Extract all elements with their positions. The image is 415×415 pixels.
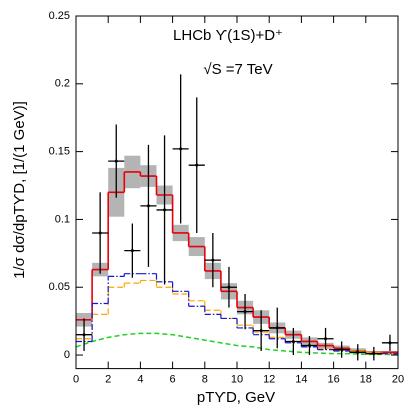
data-point: [179, 147, 183, 151]
data-point: [372, 352, 376, 356]
data-point: [340, 348, 344, 352]
x-tick-label: 8: [202, 374, 208, 386]
x-tick-label: 14: [295, 374, 307, 386]
y-axis-label: 1/σ dσ/dpTϒD, [1/(1 GeV)]: [11, 101, 28, 279]
x-tick-label: 10: [231, 374, 243, 386]
data-point: [324, 337, 328, 341]
x-tick-label: 6: [170, 374, 176, 386]
data-point: [130, 249, 134, 253]
data-point: [388, 341, 392, 345]
data-point: [98, 231, 102, 235]
y-tick-label: 0.2: [55, 78, 70, 90]
x-tick-label: 18: [360, 374, 372, 386]
y-tick-label: 0: [64, 349, 70, 361]
x-tick-label: 4: [137, 374, 143, 386]
data-point: [259, 329, 263, 333]
data-point: [114, 159, 118, 163]
x-tick-label: 0: [73, 374, 79, 386]
data-point: [146, 204, 150, 208]
y-tick-label: 0.25: [49, 10, 70, 22]
plot-area: [75, 74, 399, 361]
data-point: [195, 163, 199, 167]
x-tick-label: 16: [327, 374, 339, 386]
data-point: [163, 208, 167, 212]
x-axis-label: pTϒD, GeV: [197, 389, 275, 406]
x-tick-label: 20: [392, 374, 404, 386]
data-point: [211, 258, 215, 262]
annotation: LHCb ϒ(1S)+D⁺: [173, 27, 283, 44]
data-point: [356, 350, 360, 354]
data-point: [307, 344, 311, 348]
curve: [75, 332, 399, 356]
data-point: [227, 285, 231, 289]
data-point: [243, 310, 247, 314]
data-point: [291, 339, 295, 343]
y-tick-label: 0.1: [55, 213, 70, 225]
y-tick-label: 0.15: [49, 146, 70, 158]
x-tick-label: 12: [263, 374, 275, 386]
x-tick-label: 2: [105, 374, 111, 386]
annotation: √S =7 TeV: [203, 61, 272, 78]
data-point: [82, 333, 86, 337]
y-tick-label: 0.05: [49, 281, 70, 293]
data-point: [275, 326, 279, 330]
